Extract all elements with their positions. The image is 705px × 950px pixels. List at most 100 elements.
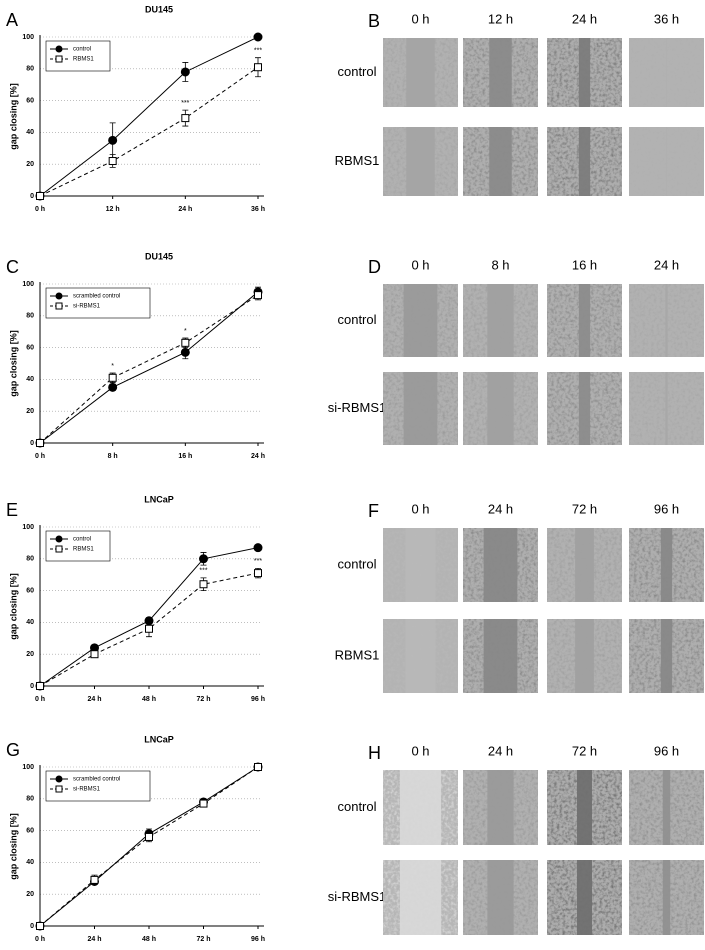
micrograph-gap <box>578 284 591 357</box>
micrograph-gap <box>665 284 668 357</box>
y-axis-label: gap closing [%] <box>8 813 18 880</box>
y-tick-label: 80 <box>26 556 34 563</box>
marker <box>181 338 190 347</box>
time-label: 0 h <box>411 257 429 272</box>
micrograph <box>629 770 704 845</box>
micrograph <box>547 770 622 845</box>
time-label: 24 h <box>572 11 597 26</box>
micrograph-gap <box>487 770 514 845</box>
y-axis-label: gap closing [%] <box>8 330 18 397</box>
marker <box>181 114 190 123</box>
micrograph <box>629 372 704 445</box>
legend-label: si-RBMS1 <box>73 304 101 310</box>
y-tick-label: 40 <box>26 619 34 626</box>
micrograph-gap <box>665 38 668 107</box>
micrograph <box>547 619 622 693</box>
micrograph-gap <box>575 619 594 693</box>
significance-label: *** <box>254 558 262 565</box>
marker <box>180 67 190 77</box>
micrograph <box>629 528 704 602</box>
time-label: 0 h <box>411 11 429 26</box>
y-tick-label: 0 <box>30 683 34 690</box>
chart-title: DU145 <box>145 4 173 14</box>
y-tick-label: 0 <box>30 440 34 447</box>
marker <box>253 543 263 553</box>
x-tick-label: 24 h <box>251 453 265 460</box>
y-axis-label: gap closing [%] <box>8 83 18 150</box>
micrograph-gap <box>662 860 671 935</box>
micrograph-gap <box>403 284 438 357</box>
x-tick-label: 12 h <box>106 206 120 213</box>
micrograph-gap <box>660 619 673 693</box>
x-tick-label: 0 h <box>35 936 45 943</box>
legend-marker <box>55 45 63 53</box>
y-tick-label: 40 <box>26 376 34 383</box>
y-tick-label: 20 <box>26 161 34 168</box>
time-label: 0 h <box>411 743 429 758</box>
micrograph-gap <box>577 860 592 935</box>
legend-marker <box>55 302 63 310</box>
y-tick-label: 0 <box>30 923 34 930</box>
micrograph <box>547 38 622 107</box>
y-tick-label: 40 <box>26 859 34 866</box>
marker <box>254 291 262 300</box>
x-tick-label: 0 h <box>35 206 45 213</box>
legend-marker <box>55 55 63 63</box>
micrograph <box>383 372 458 445</box>
y-tick-label: 100 <box>22 281 34 288</box>
micrograph <box>547 127 622 196</box>
row-label: si-RBMS1 <box>328 400 387 415</box>
micrograph-gap <box>487 372 514 445</box>
micrograph <box>383 860 458 935</box>
legend-label: scrambled control <box>73 777 120 783</box>
y-tick-label: 60 <box>26 344 34 351</box>
marker <box>254 569 262 578</box>
y-tick-label: 0 <box>30 193 34 200</box>
time-label: 24 h <box>488 501 513 516</box>
panel-letter: F <box>368 501 379 521</box>
micrograph-gap <box>406 127 435 196</box>
micrograph-gap <box>662 770 671 845</box>
x-tick-label: 0 h <box>35 696 45 703</box>
chart-title: DU145 <box>145 251 173 261</box>
micrograph <box>547 372 622 445</box>
micrograph <box>383 619 458 693</box>
micrograph <box>463 38 538 107</box>
marker <box>254 63 262 72</box>
marker <box>108 373 117 382</box>
marker <box>199 580 208 589</box>
micrograph <box>383 528 458 602</box>
x-tick-label: 48 h <box>142 696 156 703</box>
y-tick-label: 60 <box>26 587 34 594</box>
y-tick-label: 100 <box>22 764 34 771</box>
row-label: control <box>337 312 376 327</box>
micrograph <box>383 127 458 196</box>
x-tick-label: 72 h <box>196 696 210 703</box>
x-tick-label: 48 h <box>142 936 156 943</box>
micrograph-gap <box>487 860 514 935</box>
marker <box>254 763 262 771</box>
marker <box>199 554 208 564</box>
y-axis-label: gap closing [%] <box>8 573 18 640</box>
time-label: 12 h <box>488 11 513 26</box>
time-label: 24 h <box>488 743 513 758</box>
micrograph-gap <box>665 372 668 445</box>
legend-box <box>45 287 151 319</box>
micrograph <box>383 38 458 107</box>
y-tick-label: 80 <box>26 796 34 803</box>
micrograph <box>547 528 622 602</box>
panel-letter: D <box>368 257 381 277</box>
x-tick-label: 72 h <box>196 936 210 943</box>
micrograph-gap <box>660 528 673 602</box>
y-tick-label: 60 <box>26 97 34 104</box>
legend-label: control <box>73 47 91 53</box>
time-label: 72 h <box>572 501 597 516</box>
row-label: si-RBMS1 <box>328 889 387 904</box>
series-line <box>39 36 259 197</box>
micrograph-gap <box>665 127 668 196</box>
micrograph-gap <box>575 528 594 602</box>
marker <box>145 624 153 633</box>
significance-label: * <box>111 363 114 370</box>
micrograph-gap <box>487 284 514 357</box>
legend-label: RBMS1 <box>73 57 94 63</box>
